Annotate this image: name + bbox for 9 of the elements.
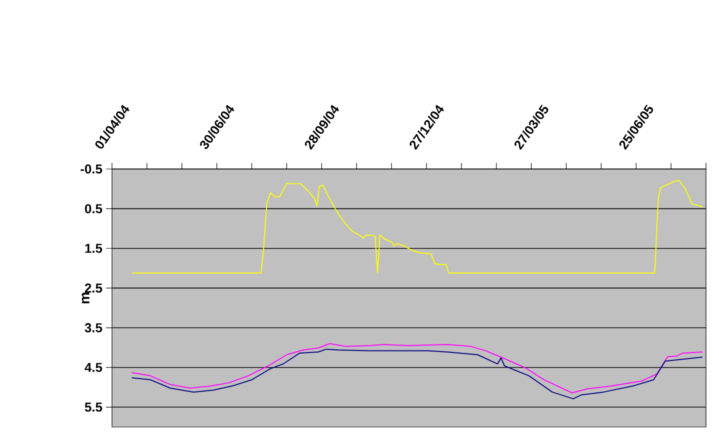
y-tick-label: 0.5 (84, 204, 102, 214)
y-tick-label: -0.5 (80, 164, 102, 174)
y-tick-label: 1.5 (85, 244, 102, 253)
y-axis-title: m (82, 292, 90, 304)
y-tick-label: 2.5 (84, 283, 102, 293)
y-tick-label: 4.5 (84, 362, 102, 372)
y-tick-label: 3.5 (84, 323, 102, 332)
y-tick-label: 5.5 (84, 402, 102, 412)
line-series (131, 343, 704, 394)
